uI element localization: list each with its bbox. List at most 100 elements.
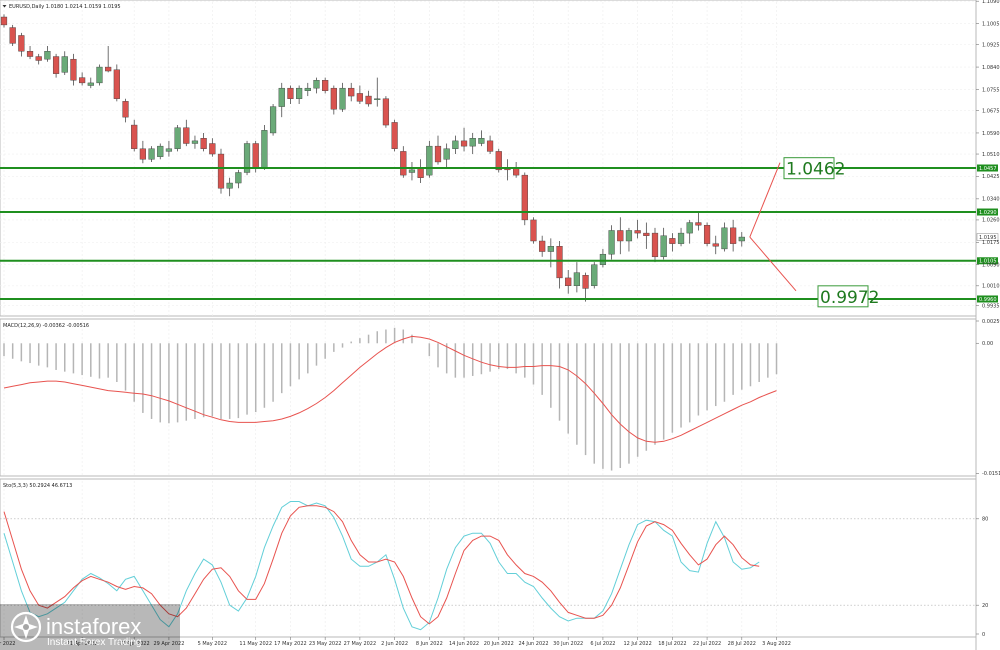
candle-body	[391, 122, 398, 149]
candle	[356, 85, 363, 104]
candle	[582, 272, 589, 302]
level-tag-label: 0.9960	[979, 297, 997, 303]
candle-body	[113, 69, 120, 99]
candle	[712, 235, 719, 255]
level-tag-label: 1.0457	[979, 166, 997, 172]
candle-body	[695, 222, 702, 226]
candle	[61, 51, 68, 75]
candle	[313, 77, 320, 94]
candle-body	[565, 277, 572, 287]
macd-tick-label: 0.00	[982, 341, 993, 347]
candle-body	[460, 140, 468, 147]
brand-logo-core	[23, 624, 29, 630]
candle-body	[634, 230, 641, 234]
candle-body	[469, 138, 476, 147]
x-tick-label: 23 May 2022	[309, 641, 342, 647]
candle-body	[209, 143, 216, 155]
candle	[226, 177, 233, 197]
candle	[35, 53, 42, 65]
candle	[426, 140, 433, 178]
candle	[521, 172, 528, 226]
price-tick-label: 1.0590	[982, 131, 1000, 137]
candle	[113, 64, 120, 102]
stochastic-pane[interactable]	[0, 478, 977, 638]
candle	[365, 90, 372, 107]
candle	[565, 269, 572, 294]
candle-body	[521, 174, 528, 221]
macd-pane-title: MACD(12,26,9) -0.00362 -0.00516	[3, 323, 89, 329]
stochastic-tick-label: 80	[982, 517, 988, 523]
x-tick-label: Apr 2022	[0, 641, 15, 647]
candle-body	[738, 236, 745, 242]
candle	[669, 233, 676, 252]
candle-body	[278, 87, 285, 107]
stochastic-tick-label: 20	[982, 603, 988, 609]
stochastic-tick-label: 0	[982, 632, 985, 638]
candle	[200, 132, 207, 152]
candle-body	[183, 127, 190, 144]
candle-body	[174, 127, 181, 149]
x-tick-label: 5 May 2022	[198, 641, 227, 647]
price-tick-label: 1.0755	[982, 87, 1000, 93]
current-price-label: 1.0195	[979, 235, 997, 241]
candle	[87, 77, 94, 89]
candle	[217, 148, 225, 194]
level-tag: 0.9960	[977, 295, 998, 303]
brand-tagline: Instant Forex Trading	[47, 637, 142, 648]
candle	[573, 262, 580, 293]
candle	[348, 82, 355, 102]
candle	[469, 132, 476, 155]
stochastic-signal-line	[3, 505, 760, 625]
candle	[677, 227, 685, 247]
candle	[18, 32, 25, 57]
candle-body	[261, 130, 268, 168]
chevron-down-icon[interactable]	[2, 5, 7, 8]
candle-body	[651, 232, 659, 258]
candle	[617, 217, 624, 255]
price-tick-label: 1.0425	[982, 174, 1000, 180]
candle-body	[157, 145, 164, 157]
candle-body	[243, 143, 251, 173]
candle-body	[686, 222, 693, 234]
macd-pane[interactable]	[0, 318, 977, 477]
candle	[122, 98, 129, 123]
candle-body	[591, 264, 598, 287]
candle-body	[625, 230, 633, 242]
candle-body	[122, 101, 129, 118]
candle-body	[703, 224, 711, 244]
brand-name: instaforex	[46, 614, 141, 639]
candle	[738, 232, 745, 247]
candle	[70, 53, 77, 86]
x-tick-label: 6 Jul 2022	[590, 641, 615, 647]
candle	[79, 72, 86, 86]
target-box	[817, 285, 869, 308]
price-tick-label: 1.0175	[982, 240, 1000, 246]
candles	[0, 14, 745, 302]
candle	[730, 219, 737, 252]
candle	[105, 45, 112, 73]
level-tag-label: 1.0290	[979, 210, 997, 216]
candle	[634, 219, 641, 239]
candle	[269, 103, 277, 136]
candle	[625, 227, 633, 252]
x-tick-label: 29 Apr 2022	[153, 641, 184, 647]
x-tick-label: 27 May 2022	[344, 641, 377, 647]
price-tick-label: 1.0090	[982, 263, 1000, 269]
candle-body	[712, 243, 719, 247]
candle	[139, 140, 146, 164]
pane-titles: EURUSD,Daily 1.0180 1.0214 1.0159 1.0195…	[2, 4, 121, 489]
candle-body	[26, 51, 34, 57]
candle-body	[330, 87, 337, 110]
candle	[131, 119, 138, 152]
x-tick-label: 8 Jun 2022	[416, 641, 443, 647]
candle	[26, 45, 34, 60]
candle-body	[200, 138, 207, 149]
candle	[651, 227, 659, 263]
candle-body	[217, 153, 225, 189]
candle	[556, 241, 563, 289]
candle-body	[296, 87, 303, 99]
candle	[148, 146, 155, 162]
candle	[686, 219, 693, 244]
candle	[165, 140, 173, 157]
